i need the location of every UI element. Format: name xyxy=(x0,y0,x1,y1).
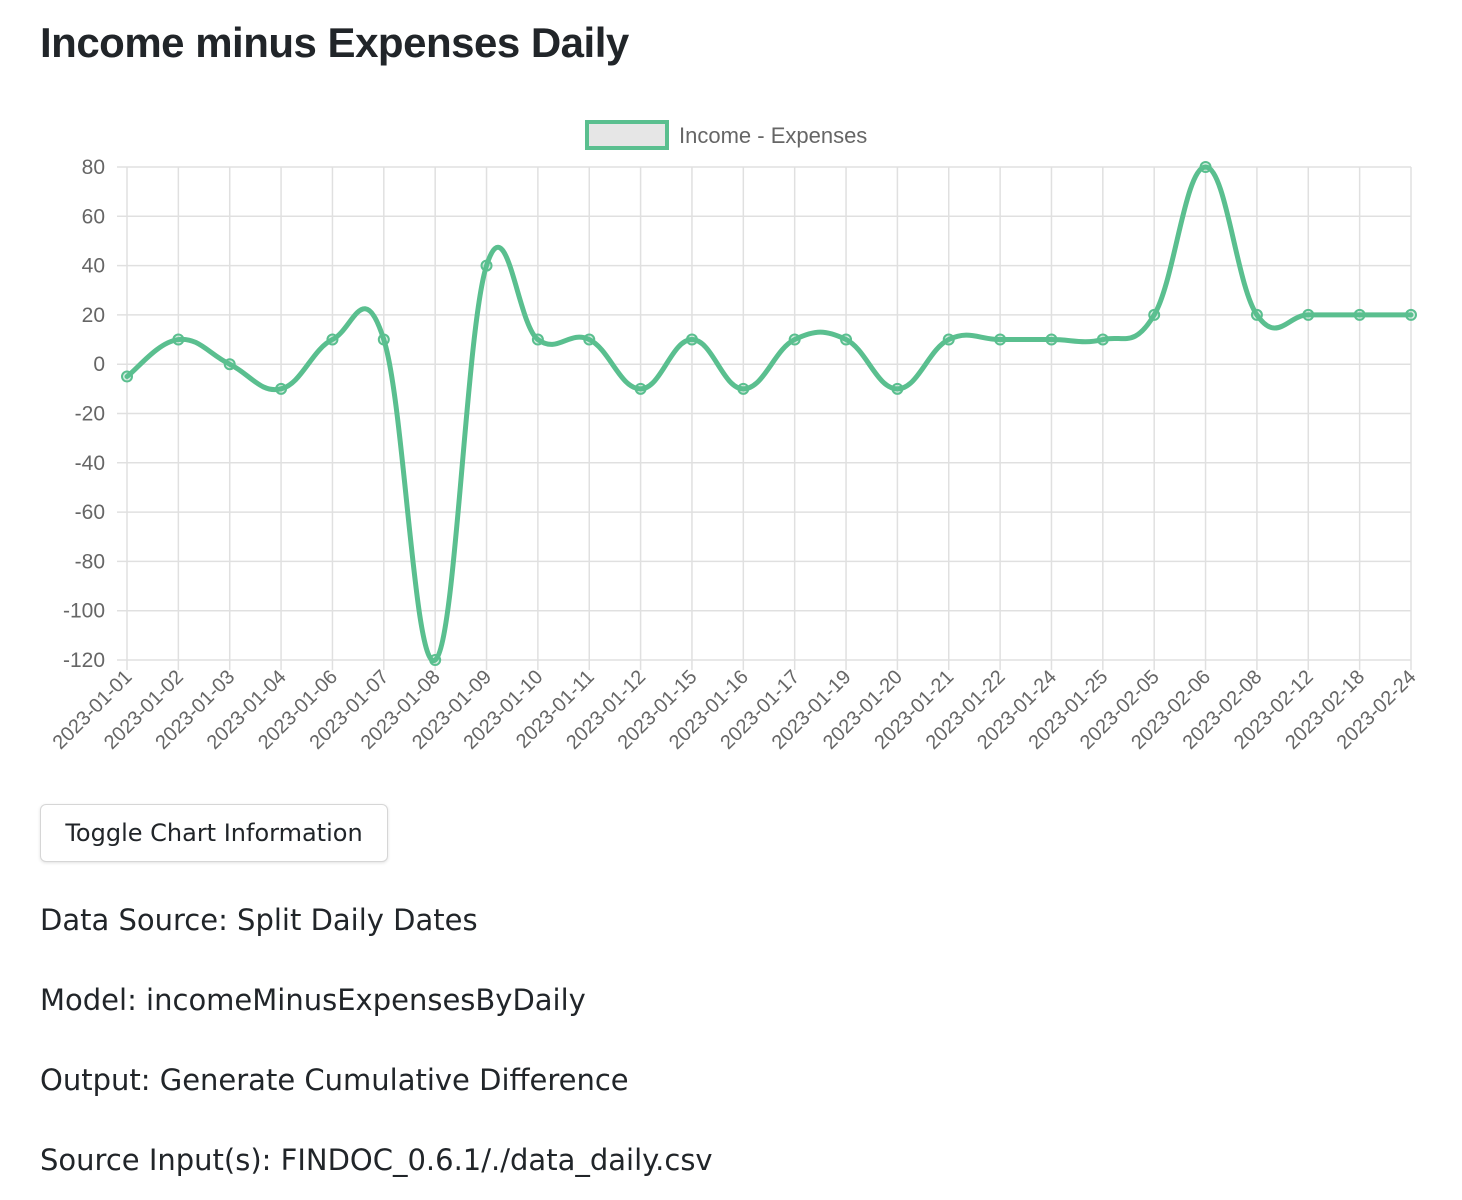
data-point-2023-01-19[interactable] xyxy=(840,333,853,346)
data-point-2023-01-24[interactable] xyxy=(1045,333,1058,346)
data-point-2023-02-12[interactable] xyxy=(1302,308,1315,321)
data-point-2023-02-18[interactable] xyxy=(1353,308,1366,321)
series-line xyxy=(124,164,1414,663)
data-point-2023-01-08[interactable] xyxy=(429,654,442,666)
data-point-2023-01-20[interactable] xyxy=(891,382,904,395)
data-point-2023-01-11[interactable] xyxy=(583,333,596,346)
legend-swatch xyxy=(585,120,669,150)
data-point-2023-01-06[interactable] xyxy=(326,333,339,346)
data-point-2023-01-10[interactable] xyxy=(531,333,544,346)
data-point-2023-01-21[interactable] xyxy=(942,333,955,346)
page-title: Income minus Expenses Daily xyxy=(40,19,629,66)
y-tick-label: -60 xyxy=(75,501,105,524)
model-text: Model: incomeMinusExpensesByDaily xyxy=(40,983,586,1017)
y-tick-label: -20 xyxy=(75,403,105,426)
series-income-minus-expenses xyxy=(124,164,1414,663)
data-point-2023-01-16[interactable] xyxy=(737,382,750,395)
series-points xyxy=(121,161,1417,666)
output-text: Output: Generate Cumulative Difference xyxy=(40,1063,629,1097)
data-point-2023-01-17[interactable] xyxy=(788,333,801,346)
data-point-2023-01-12[interactable] xyxy=(634,382,647,395)
y-tick-label: -120 xyxy=(63,649,105,672)
data-point-2023-01-04[interactable] xyxy=(275,382,288,395)
y-tick-label: -100 xyxy=(63,600,105,623)
data-point-2023-01-25[interactable] xyxy=(1096,333,1109,346)
y-tick-label: 40 xyxy=(82,255,105,278)
data-point-2023-01-09[interactable] xyxy=(480,259,493,272)
chart-legend[interactable]: Income - Expenses xyxy=(585,120,867,150)
data-point-2023-02-06[interactable] xyxy=(1199,161,1212,173)
y-tick-label: 0 xyxy=(93,353,105,376)
data-point-2023-02-24[interactable] xyxy=(1405,308,1417,321)
data-point-2023-02-05[interactable] xyxy=(1148,308,1161,321)
line-chart: Income - Expenses 80 60 40 20 0 -20 -40 -60 -80 -… xyxy=(49,120,1421,754)
y-tick-label: -40 xyxy=(75,452,105,475)
data-point-2023-01-07[interactable] xyxy=(377,333,390,346)
y-tick-label: -80 xyxy=(75,550,105,573)
legend-label: Income - Expenses xyxy=(679,123,867,148)
data-point-2023-02-08[interactable] xyxy=(1250,308,1263,321)
x-axis-ticks: 2023-01-012023-01-022023-01-032023-01-04… xyxy=(49,666,1421,754)
y-tick-label: 80 xyxy=(82,156,105,179)
data-point-2023-01-01[interactable] xyxy=(121,370,133,383)
data-point-2023-01-02[interactable] xyxy=(172,333,185,346)
data-source-text: Data Source: Split Daily Dates xyxy=(40,903,478,937)
y-tick-label: 20 xyxy=(82,304,105,327)
data-point-2023-01-03[interactable] xyxy=(223,358,236,371)
y-tick-label: 60 xyxy=(82,205,105,228)
source-inputs-text: Source Input(s): FINDOC_0.6.1/./data_dai… xyxy=(40,1143,713,1177)
data-point-2023-01-15[interactable] xyxy=(685,333,698,346)
chart-grid xyxy=(117,166,1412,670)
data-point-2023-01-22[interactable] xyxy=(994,333,1007,346)
y-axis-ticks: 80 60 40 20 0 -20 -40 -60 -80 -100 -120 xyxy=(63,156,105,672)
toggle-chart-information-button[interactable]: Toggle Chart Information xyxy=(40,804,388,862)
